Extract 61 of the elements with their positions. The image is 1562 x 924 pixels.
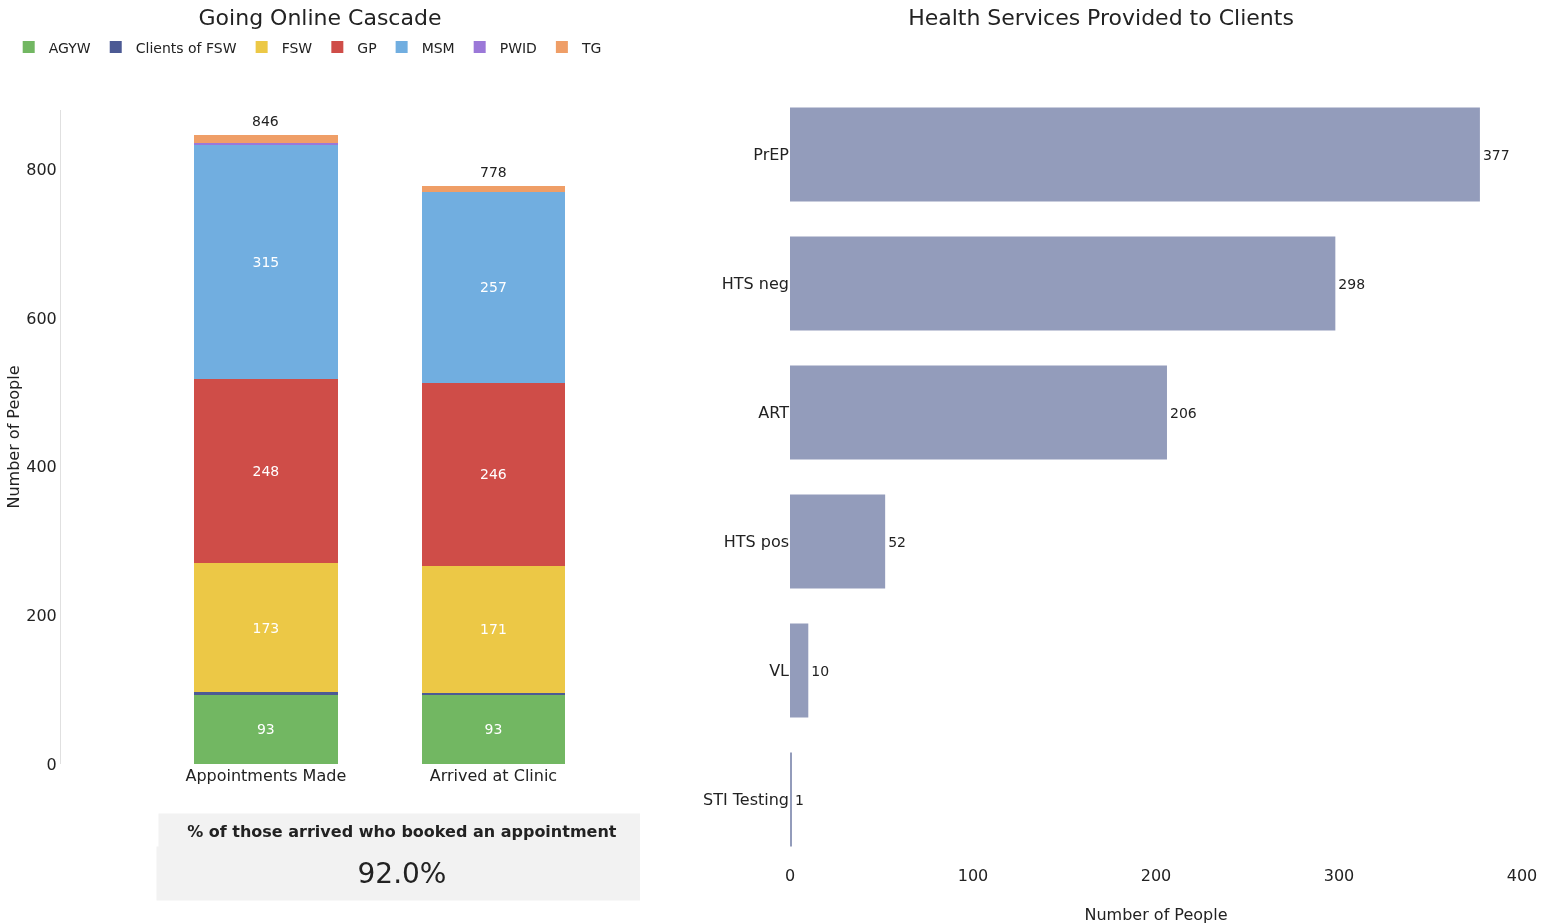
legend-label: PWID <box>499 39 537 56</box>
data-label: 377 <box>1482 146 1510 163</box>
bar <box>194 135 338 144</box>
data-label: 298 <box>1338 275 1366 292</box>
text: 92.0% <box>357 857 447 890</box>
y-tick-label: ART <box>758 403 790 423</box>
y-tick-label: 400 <box>26 457 57 477</box>
total-label: 846 <box>252 113 279 129</box>
y-tick-label: 600 <box>26 308 57 328</box>
legend-label: GP <box>357 39 377 56</box>
text: % of those arrived who booked an appointment <box>187 822 617 841</box>
y-axis-title: Number of People <box>4 365 23 509</box>
x-tick-label: 400 <box>1506 866 1538 885</box>
total-label: 778 <box>480 164 507 180</box>
y-tick-label: HTS pos <box>723 532 789 552</box>
chart-title: Health Services Provided to Clients <box>908 4 1294 30</box>
bar <box>790 494 886 589</box>
data-label: 93 <box>256 721 275 738</box>
bar <box>790 236 1336 331</box>
bar <box>194 694 338 764</box>
x-tick-label: 200 <box>1140 866 1172 885</box>
bar <box>790 107 1480 202</box>
bar <box>421 565 566 693</box>
x-axis-title: Number of People <box>1084 905 1228 924</box>
bar <box>194 691 338 695</box>
chart-title: Going Online Cascade <box>198 4 442 30</box>
legend-label: MSM <box>421 39 455 56</box>
x-tick-label: 300 <box>1323 866 1355 885</box>
data-label: 257 <box>480 279 507 296</box>
legend-label: Clients of FSW <box>135 39 237 56</box>
data-label: 173 <box>252 619 280 636</box>
y-tick-label: HTS neg <box>721 274 789 294</box>
data-label: 52 <box>888 533 906 550</box>
y-tick-label: STI Testing <box>703 790 789 810</box>
y-tick-label: 200 <box>26 605 57 625</box>
x-tick-label: Arrived at Clinic <box>429 766 558 785</box>
data-label: 10 <box>811 662 830 679</box>
bar <box>194 379 338 564</box>
legend-label: AGYW <box>48 39 91 56</box>
legend-label: TG <box>580 39 602 56</box>
bar <box>421 185 566 192</box>
data-label: 93 <box>484 721 503 738</box>
bar <box>790 623 809 718</box>
y-tick-label: VL <box>769 661 790 681</box>
x-tick-label: Appointments Made <box>185 766 347 785</box>
data-label: 171 <box>480 621 507 638</box>
bar <box>421 382 566 566</box>
y-tick-label: PrEP <box>753 145 790 165</box>
bar <box>194 144 338 380</box>
data-label: 248 <box>252 463 280 480</box>
legend-label: FSW <box>281 39 313 56</box>
y-tick-label: 800 <box>26 160 57 180</box>
bar <box>421 694 566 764</box>
data-label: 315 <box>252 253 280 270</box>
data-label: 246 <box>480 466 507 483</box>
data-label: 1 <box>795 791 804 808</box>
bar <box>194 563 338 692</box>
x-tick-label: 100 <box>957 866 989 885</box>
bar <box>421 191 566 383</box>
data-label: 206 <box>1169 404 1197 421</box>
bar <box>790 365 1167 460</box>
